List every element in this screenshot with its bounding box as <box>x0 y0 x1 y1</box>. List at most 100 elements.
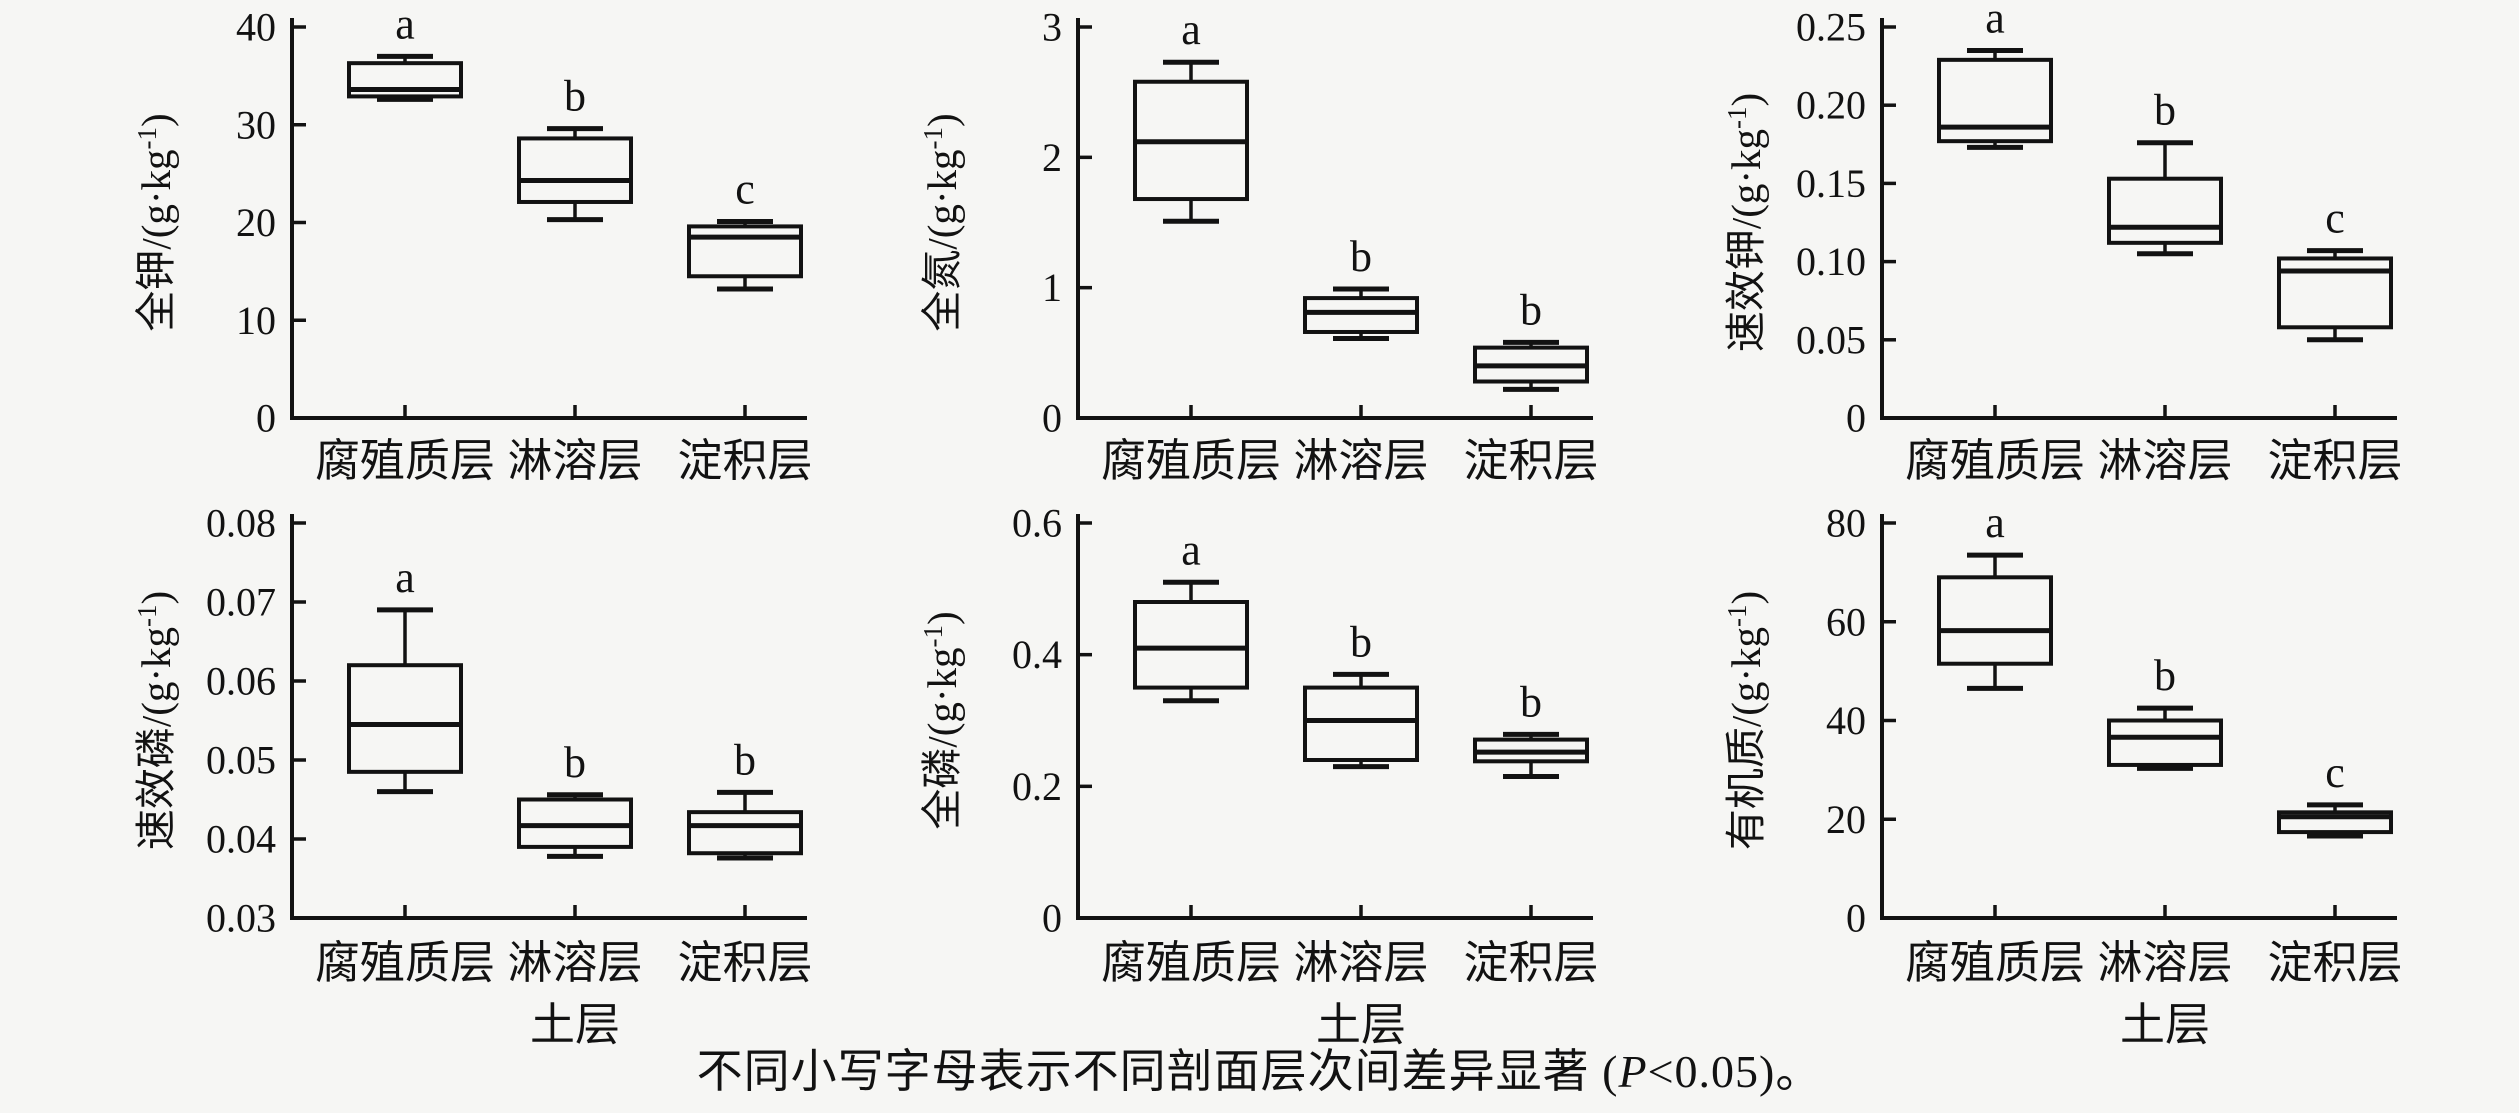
total-nitrogen-box-1: b <box>1303 232 1419 341</box>
y-tick-label: 0.10 <box>1796 239 1866 284</box>
iqr-box <box>2277 256 2393 330</box>
y-tick-label: 30 <box>236 102 276 147</box>
iqr-box <box>2107 176 2223 245</box>
x-axis-title: 土层 <box>2120 1000 2210 1050</box>
y-tick-label: 0 <box>1042 396 1062 441</box>
available-phosphorus-box-2: b <box>687 735 803 861</box>
significance-letter: b <box>1350 617 1372 666</box>
x-category-label: 淋溶层 <box>507 436 642 486</box>
total-phosphorus-box-1: b <box>1303 617 1419 770</box>
x-category-label: 腐殖质层 <box>1101 436 1281 486</box>
y-tick-label: 40 <box>1826 698 1866 743</box>
y-tick-label: 0.2 <box>1012 764 1062 809</box>
x-category-label: 淋溶层 <box>1293 436 1428 486</box>
iqr-box <box>347 61 463 99</box>
total-potassium-box-1: b <box>517 72 633 223</box>
available-potassium-box-1: b <box>2107 86 2223 257</box>
chart-available-phosphorus: 0.03 0.04 0.05 0.06 0.07 0.08 速效磷/(g·kg-1) 腐殖质层… <box>132 501 813 1051</box>
caption-p-symbol: P <box>1618 1046 1648 1097</box>
significance-letter: b <box>564 738 586 787</box>
y-tick-label: 0.06 <box>206 659 276 704</box>
significance-letter: b <box>1350 232 1372 281</box>
y-tick-label: 1 <box>1042 265 1062 310</box>
iqr-box <box>517 136 633 204</box>
x-category-label: 淀积层 <box>677 938 812 988</box>
iqr-box <box>1937 57 2053 144</box>
iqr-box <box>1937 575 2053 666</box>
x-category-label: 腐殖质层 <box>1905 436 2085 486</box>
chart-total-nitrogen: 0 1 2 3 全氮/(g·kg-1) 腐殖质层 淋溶层 淀积层 a b b <box>918 5 1599 487</box>
y-tick-label: 10 <box>236 298 276 343</box>
available-phosphorus-box-1: b <box>517 738 633 859</box>
total-potassium-box-0: a <box>347 0 463 102</box>
organic-matter-box-0: a <box>1937 498 2053 691</box>
total-nitrogen-box-2: b <box>1473 285 1589 392</box>
total-nitrogen-box-0: a <box>1133 5 1249 224</box>
y-tick-label: 0.03 <box>206 896 276 941</box>
iqr-box <box>1303 685 1419 762</box>
y-tick-label: 0 <box>1042 896 1062 941</box>
y-axis-label: 全磷/(g·kg-1) <box>918 611 965 829</box>
significance-letter: b <box>564 72 586 121</box>
y-axis-label: 全氮/(g·kg-1) <box>918 113 965 331</box>
y-axis-label: 速效磷/(g·kg-1) <box>132 591 179 850</box>
total-phosphorus-box-2: b <box>1473 677 1589 779</box>
total-potassium-box-2: c <box>687 165 803 292</box>
chart-available-potassium: 0 0.05 0.10 0.15 0.20 0.25 速效钾/(g·kg-1) 腐殖质层 淋溶层… <box>1722 0 2403 486</box>
y-tick-label: 0.15 <box>1796 161 1866 206</box>
y-tick-label: 0.08 <box>206 501 276 546</box>
y-tick-label: 0 <box>256 396 276 441</box>
x-category-label: 淋溶层 <box>2097 436 2232 486</box>
significance-letter: a <box>395 553 415 602</box>
available-phosphorus-box-0: a <box>347 553 463 795</box>
y-tick-label: 3 <box>1042 5 1062 50</box>
x-axis-title: 土层 <box>1316 1000 1406 1050</box>
y-tick-label: 60 <box>1826 599 1866 644</box>
significance-letter: b <box>1520 677 1542 726</box>
iqr-box <box>1133 600 1249 690</box>
x-category-label: 腐殖质层 <box>1905 938 2085 988</box>
significance-letter: a <box>395 0 415 48</box>
y-axis-label: 速效钾/(g·kg-1) <box>1722 93 1769 352</box>
iqr-box <box>2107 718 2223 767</box>
available-potassium-box-0: a <box>1937 0 2053 150</box>
x-axis-title: 土层 <box>530 1000 620 1050</box>
y-tick-label: 40 <box>236 5 276 50</box>
y-tick-label: 2 <box>1042 135 1062 180</box>
x-category-label: 淋溶层 <box>507 938 642 988</box>
significance-letter: b <box>2154 86 2176 135</box>
significance-letter: a <box>1985 498 2005 547</box>
x-category-label: 淀积层 <box>677 436 812 486</box>
significance-letter: b <box>1520 285 1542 334</box>
x-category-label: 淋溶层 <box>1293 938 1428 988</box>
significance-letter: b <box>2154 651 2176 700</box>
significance-letter: a <box>1181 5 1201 54</box>
iqr-box <box>2277 810 2393 835</box>
x-category-label: 腐殖质层 <box>315 436 495 486</box>
y-tick-label: 0 <box>1846 896 1866 941</box>
y-tick-label: 0.04 <box>206 817 276 862</box>
iqr-box <box>1303 296 1419 334</box>
x-category-label: 淋溶层 <box>2097 938 2232 988</box>
significance-letter: b <box>734 735 756 784</box>
x-category-label: 淀积层 <box>2267 938 2402 988</box>
significance-letter: c <box>2325 194 2345 243</box>
y-tick-label: 0.4 <box>1012 632 1062 677</box>
significance-letter: c <box>2325 748 2345 797</box>
y-tick-label: 20 <box>236 200 276 245</box>
iqr-box <box>687 224 803 279</box>
y-tick-label: 0.25 <box>1796 5 1866 50</box>
x-category-label: 淀积层 <box>2267 436 2402 486</box>
y-tick-label: 0.20 <box>1796 83 1866 128</box>
y-tick-label: 80 <box>1826 501 1866 546</box>
chart-total-potassium: 0 10 20 30 40 全钾/(g·kg-1) 腐殖质层 淋溶层 淀积层 a b c <box>132 0 813 486</box>
y-tick-label: 0.05 <box>1796 317 1866 362</box>
y-tick-label: 20 <box>1826 797 1866 842</box>
y-tick-label: 0.05 <box>206 738 276 783</box>
y-axis-label: 全钾/(g·kg-1) <box>132 113 179 331</box>
x-category-label: 腐殖质层 <box>315 938 495 988</box>
x-category-label: 腐殖质层 <box>1101 938 1281 988</box>
total-phosphorus-box-0: a <box>1133 525 1249 704</box>
